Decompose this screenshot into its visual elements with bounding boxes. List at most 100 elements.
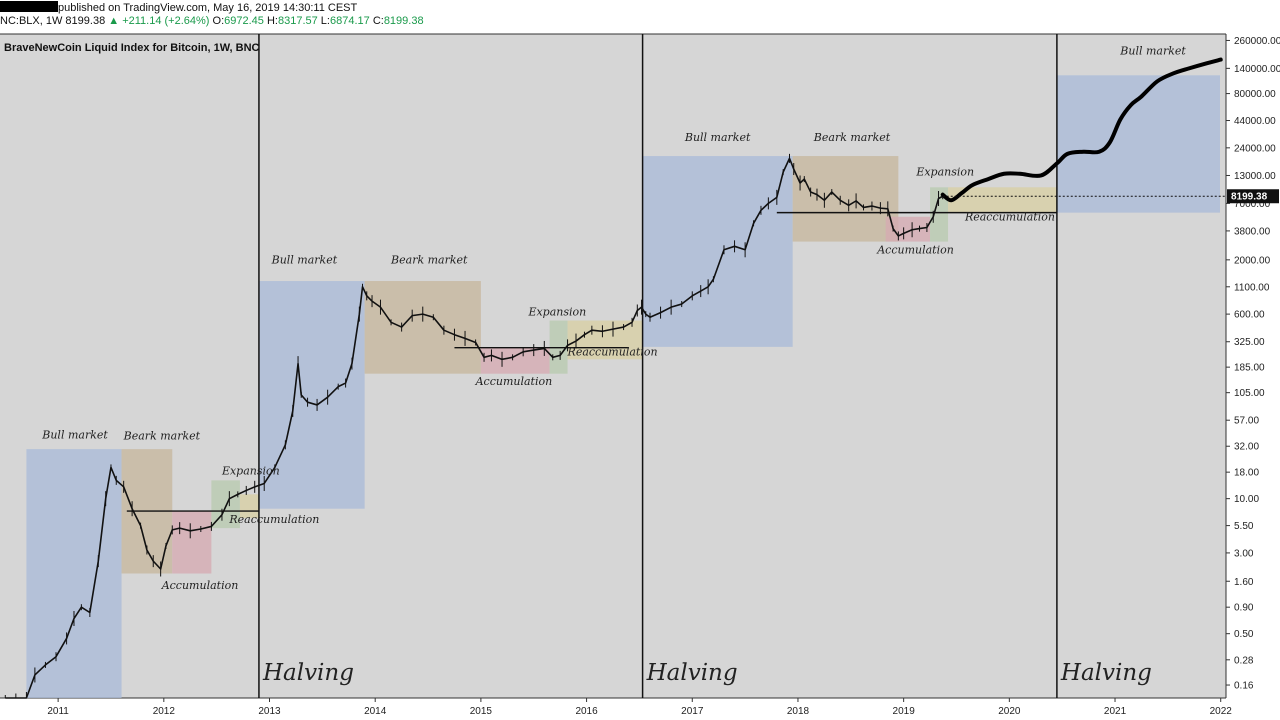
open-label: O: — [212, 15, 225, 27]
current-price-box — [1227, 189, 1279, 204]
phase-label-15: Bull market — [1119, 45, 1186, 58]
phase-label-0: Bull market — [41, 428, 108, 441]
y-tick-label-24: 0.16 — [1234, 681, 1254, 692]
halving-label-0: Halving — [262, 660, 354, 686]
plot-background — [0, 34, 1226, 698]
phase-label-11: Beark market — [813, 131, 891, 144]
y-tick-label-1: 140000.00 — [1234, 64, 1280, 75]
symbol-label: NC:BLX, 1W — [0, 15, 63, 27]
y-tick-label-22: 0.50 — [1234, 629, 1254, 640]
current-price-tag: 8199.38 — [942, 189, 1279, 204]
x-tick-label-10: 2021 — [1104, 706, 1127, 717]
ohlc-line: NC:BLX, 1W 8199.38 ▲ +211.14 (+2.64%) O:… — [0, 15, 424, 27]
y-tick-label-18: 5.50 — [1234, 521, 1254, 532]
support-lines — [126, 211, 1057, 512]
change-value: ▲ +211.14 (+2.64%) — [108, 15, 210, 27]
phase-label-9: Reaccumulation — [567, 345, 658, 358]
publish-line: published on TradingView.com, May 16, 20… — [0, 1, 357, 14]
y-tick-label-12: 185.00 — [1234, 363, 1265, 374]
y-tick-label-19: 3.00 — [1234, 548, 1254, 559]
current-price-label: 8199.38 — [1231, 192, 1268, 203]
phase-box-10 — [642, 156, 793, 347]
phase-box-7 — [480, 347, 550, 374]
y-tick-label-5: 13000.00 — [1234, 171, 1276, 182]
close-label: C: — [372, 15, 384, 27]
chart-title: BraveNewCoin Liquid Index for Bitcoin, 1… — [4, 42, 260, 54]
y-tick-label-6: 7000.00 — [1234, 199, 1271, 210]
y-tick-label-14: 57.00 — [1234, 416, 1259, 427]
high-value: 8317.57 — [277, 15, 318, 27]
y-tick-label-21: 0.90 — [1234, 603, 1254, 614]
y-tick-label-13: 105.00 — [1234, 388, 1265, 399]
price-series — [4, 57, 1223, 699]
x-tick-label-7: 2018 — [787, 706, 810, 717]
x-tick-label-2: 2013 — [258, 706, 281, 717]
low-value: 6874.17 — [329, 15, 370, 27]
x-tick-label-4: 2015 — [470, 706, 493, 717]
phase-label-10: Bull market — [684, 131, 751, 144]
x-tick-label-3: 2014 — [364, 706, 387, 717]
phase-label-4: Reaccumulation — [228, 513, 319, 526]
low-label: L: — [320, 15, 330, 27]
phase-box-9 — [567, 320, 643, 360]
x-tick-label-11: 2022 — [1210, 706, 1233, 717]
open-value: 6972.45 — [224, 15, 264, 27]
y-tick-label-8: 2000.00 — [1234, 255, 1271, 266]
phase-labels: Bull market Beark market Accumulation Expan… — [41, 45, 1186, 592]
change-text: +211.14 (+2.64%) — [122, 15, 210, 27]
phase-box-5 — [258, 281, 365, 509]
phase-box-2 — [172, 511, 212, 574]
y-tick-label-16: 18.00 — [1234, 468, 1259, 479]
last-price: 8199.38 — [65, 15, 106, 27]
phase-label-2: Accumulation — [161, 579, 239, 592]
halving-label-2: Halving — [1060, 660, 1152, 686]
phase-label-12: Accumulation — [876, 244, 954, 257]
y-tick-label-0: 260000.00 — [1234, 36, 1280, 47]
halving-label-1: Halving — [646, 660, 738, 686]
y-tick-label-2: 80000.00 — [1234, 89, 1276, 100]
halving-lines: Halving Halving Halving — [258, 34, 1152, 698]
chart-header: published on TradingView.com, May 16, 20… — [0, 0, 1280, 34]
phase-boxes — [26, 75, 1220, 698]
phase-box-11 — [792, 156, 899, 242]
y-tick-label-23: 0.28 — [1234, 655, 1254, 666]
x-tick-label-0: 2011 — [47, 706, 69, 717]
phase-label-8: Expansion — [527, 306, 586, 319]
y-axis-ticks: 260000.00 140000.00 80000.00 44000.00 24000.… — [1226, 36, 1280, 692]
phase-label-1: Beark market — [123, 430, 201, 443]
y-tick-label-9: 1100.00 — [1234, 282, 1270, 293]
projection-line — [940, 57, 1223, 203]
x-axis-ticks: 2011 2012 2013 2014 2015 2016 2017 2018 2019 2020… — [47, 698, 1232, 717]
y-tick-label-17: 10.00 — [1234, 494, 1259, 505]
x-tick-label-5: 2016 — [575, 706, 598, 717]
y-tick-label-11: 325.00 — [1234, 337, 1265, 348]
phase-box-4 — [239, 494, 259, 519]
y-tick-label-15: 32.00 — [1234, 442, 1259, 453]
phase-label-6: Beark market — [390, 253, 468, 266]
y-tick-label-10: 600.00 — [1234, 310, 1265, 321]
y-tick-label-20: 1.60 — [1234, 577, 1254, 588]
publish-text: published on TradingView.com, May 16, 20… — [58, 2, 358, 14]
phase-label-5: Bull market — [271, 253, 338, 266]
phase-box-15 — [1056, 75, 1220, 213]
phase-label-7: Accumulation — [475, 375, 553, 388]
x-tick-label-1: 2012 — [153, 706, 176, 717]
x-axis-panel — [0, 698, 1280, 720]
y-axis-panel — [1226, 34, 1280, 720]
phase-label-3: Expansion — [221, 465, 280, 478]
close-value: 8199.38 — [383, 15, 424, 27]
phase-label-13: Expansion — [915, 165, 974, 178]
high-label: H: — [266, 15, 278, 27]
y-tick-label-7: 3800.00 — [1234, 226, 1271, 237]
phase-box-13 — [930, 187, 949, 242]
x-tick-label-8: 2019 — [893, 706, 916, 717]
x-tick-label-9: 2020 — [998, 706, 1021, 717]
phase-box-12 — [885, 216, 931, 242]
y-tick-label-3: 44000.00 — [1234, 116, 1276, 127]
phase-label-14: Reaccumulation — [964, 210, 1055, 223]
phase-box-0 — [26, 449, 122, 698]
x-tick-label-6: 2017 — [681, 706, 704, 717]
phase-box-6 — [364, 281, 481, 374]
redacted-block — [0, 1, 58, 12]
